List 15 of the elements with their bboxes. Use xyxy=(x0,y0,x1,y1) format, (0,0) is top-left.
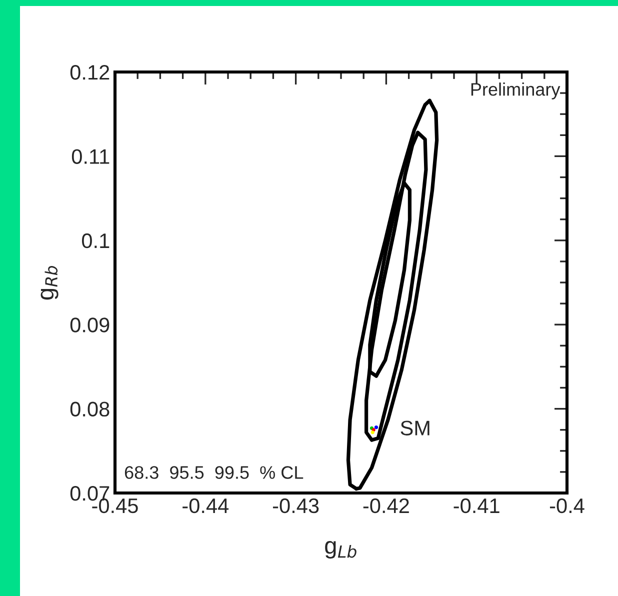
x-tick-label: -0.43 xyxy=(272,498,319,514)
x-tick-label: -0.44 xyxy=(182,498,229,514)
annotation: Preliminary xyxy=(471,82,560,100)
x-tick-label: -0.41 xyxy=(454,498,500,514)
y-tick-label: 0.1 xyxy=(82,233,110,248)
x-tick-label: -0.42 xyxy=(363,498,409,514)
y-tick-label: 0.12 xyxy=(70,65,110,80)
y-tick-label: 0.11 xyxy=(72,149,110,164)
x-axis-title: g$_{Lb}$ xyxy=(325,541,356,559)
y-tick-label: 0.09 xyxy=(70,318,110,332)
x-tick-label: -0.4 xyxy=(550,498,584,514)
y-axis-title: g$_{Rb}$ xyxy=(40,266,58,300)
y-tick-label: 0.08 xyxy=(70,402,110,417)
annotation: 68.3 95.5 99.5 % CL xyxy=(124,466,304,479)
annotation: SM xyxy=(400,420,430,436)
